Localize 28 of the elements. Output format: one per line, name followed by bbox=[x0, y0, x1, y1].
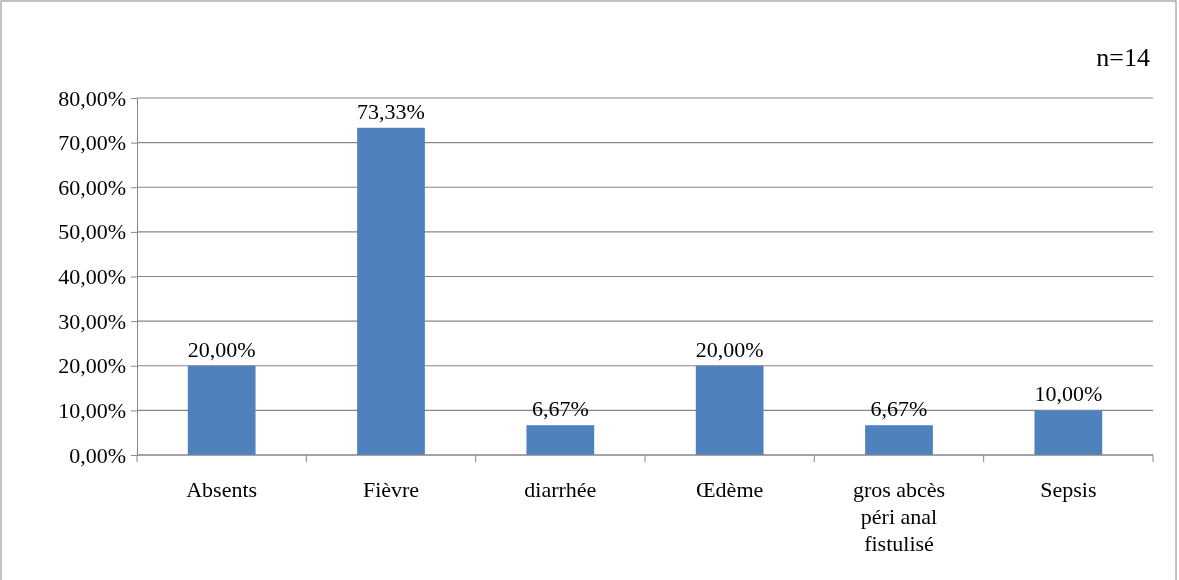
bar bbox=[526, 425, 595, 455]
data-label: 20,00% bbox=[187, 336, 256, 362]
y-tick-label: 70,00% bbox=[58, 130, 126, 156]
x-tick-label: Sepsis bbox=[1040, 477, 1097, 502]
bar bbox=[695, 365, 764, 455]
y-tick-label: 80,00% bbox=[58, 85, 126, 111]
y-tick-label: 0,00% bbox=[69, 442, 126, 468]
y-tick-label: 40,00% bbox=[58, 264, 126, 290]
data-label: 6,67% bbox=[870, 396, 928, 422]
data-label: 73,33% bbox=[357, 98, 425, 124]
bar bbox=[357, 127, 425, 455]
y-tick-label: 50,00% bbox=[58, 219, 126, 245]
data-label: 20,00% bbox=[695, 336, 764, 362]
x-tick-label: gros abcès péri anal fistulisé bbox=[852, 477, 946, 556]
x-tick-label: diarrhée bbox=[524, 477, 597, 502]
y-tick-label: 10,00% bbox=[58, 397, 126, 423]
data-label: 10,00% bbox=[1034, 381, 1103, 407]
bar bbox=[865, 425, 933, 455]
x-tick-label: Œdème bbox=[696, 477, 764, 502]
y-tick-label: 30,00% bbox=[58, 308, 126, 334]
bar bbox=[187, 365, 256, 455]
data-label: 6,67% bbox=[531, 396, 589, 422]
text: n=14 bbox=[1096, 43, 1150, 72]
y-tick-label: 60,00% bbox=[58, 174, 126, 200]
bar bbox=[1034, 410, 1103, 455]
x-tick-label: Fièvre bbox=[362, 477, 420, 502]
x-tick-label: Absents bbox=[186, 477, 258, 502]
y-tick-label: 20,00% bbox=[58, 353, 126, 379]
